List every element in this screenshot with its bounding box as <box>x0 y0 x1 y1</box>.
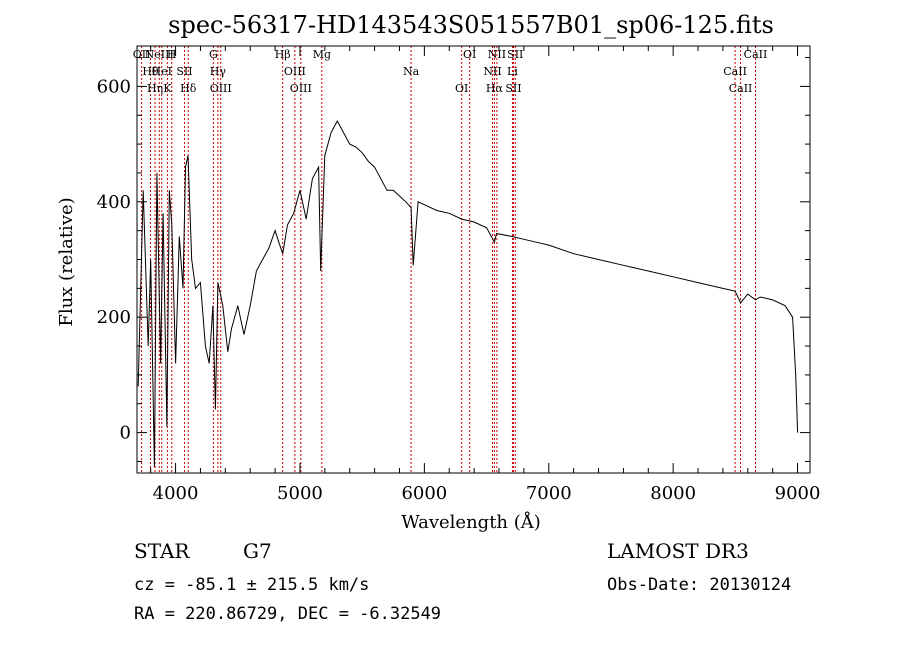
spectral-line-label: Hα <box>486 82 504 95</box>
x-tick-label: 9000 <box>775 483 821 504</box>
x-tick-label: 6000 <box>401 483 447 504</box>
line-markers <box>141 46 757 473</box>
x-tick-label: 7000 <box>526 483 572 504</box>
spectral-line-label: G <box>209 48 218 61</box>
y-tick-label: 600 <box>97 76 131 97</box>
object-subclass: G7 <box>243 539 272 563</box>
spectral-line-label: SII <box>176 65 192 78</box>
spectral-line-label: Hγ <box>210 65 227 78</box>
survey-name: LAMOST DR3 <box>607 539 749 563</box>
spectral-line-label: Hβ <box>275 48 291 61</box>
x-tick-label: 8000 <box>650 483 696 504</box>
x-tick-label: 5000 <box>277 483 323 504</box>
spectral-line-label: SII <box>505 82 521 95</box>
spectral-line-label: CaII <box>729 82 753 95</box>
redshift-velocity: cz = -85.1 ± 215.5 km/s <box>134 575 369 595</box>
coordinates: RA = 220.86729, DEC = -6.32549 <box>134 604 441 624</box>
spectral-line-label: NeIII <box>145 48 174 61</box>
y-axis-ticks: 0 200 400 600 <box>97 57 810 462</box>
spectral-line-label: OI <box>455 82 468 95</box>
object-class: STAR <box>134 539 190 563</box>
spectral-line-label: Hδ <box>180 82 197 95</box>
spectral-line-label: SII <box>507 48 523 61</box>
spectral-line-label: CaII <box>723 65 747 78</box>
observation-date: Obs-Date: 20130124 <box>607 575 791 595</box>
x-axis-label: Wavelength (Å) <box>401 511 541 533</box>
x-axis-ticks: 4000 5000 6000 7000 8000 9000 <box>150 46 821 504</box>
spectral-line-label: OIII <box>284 65 306 78</box>
spectral-line-label: OIII <box>210 82 232 95</box>
spectrum-line <box>137 119 799 468</box>
y-tick-label: 0 <box>120 423 131 444</box>
x-tick-label: 4000 <box>153 483 199 504</box>
spectral-line-label: OIII <box>290 82 312 95</box>
spectral-line-label: K <box>163 82 172 95</box>
spectral-line-label: Na <box>403 65 420 78</box>
y-axis-label: Flux (relative) <box>56 197 77 326</box>
spectral-line-label: Mg <box>313 48 331 61</box>
y-tick-label: 400 <box>97 192 131 213</box>
spectral-line-label: Li <box>507 65 518 78</box>
spectral-line-label: H <box>167 48 177 61</box>
chart-title: spec-56317-HD143543S051557B01_sp06-125.f… <box>168 11 774 39</box>
spectral-line-label: NII <box>483 65 501 78</box>
spectral-line-label: HeI <box>152 65 172 78</box>
spectral-line-label: NII <box>488 48 506 61</box>
spectral-line-label: OI <box>463 48 476 61</box>
plot-frame <box>136 45 811 474</box>
spectral-line-label: Hθ <box>142 65 159 78</box>
y-tick-label: 200 <box>97 307 131 328</box>
line-labels: OIIHθHηNeIIIHeIKHSIIHδGHγOIIIHβOIIIOIIIM… <box>133 48 768 95</box>
spectral-line-label: Hη <box>147 82 163 95</box>
spectral-line-label: CaII <box>744 48 768 61</box>
